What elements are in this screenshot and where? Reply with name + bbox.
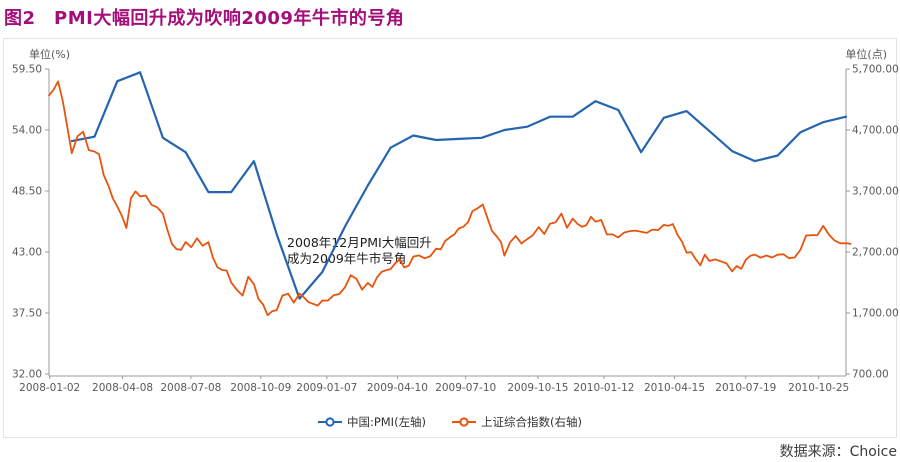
legend-item-sse: 上证综合指数(右轴) [452, 414, 582, 430]
left-axis-tick-label: 43.00 [12, 247, 42, 259]
right-axis-tick-label: 3,700.00 [852, 186, 899, 198]
x-axis-tick-label: 2009-10-15 [507, 382, 568, 394]
annotation: 2008年12月PMI大幅回升 成为2009年牛市号角 [287, 235, 432, 268]
x-axis-tick-label: 2008-04-08 [92, 382, 153, 394]
chart-panel: 单位(%) 单位(点) 2008年12月PMI大幅回升 成为2009年牛市号角 … [3, 38, 899, 438]
legend-item-pmi: 中国:PMI(左轴) [317, 414, 427, 430]
x-axis-tick-label: 2008-07-08 [160, 382, 221, 394]
right-axis-tick-label: 4,700.00 [852, 125, 899, 137]
annotation-line-1: 2008年12月PMI大幅回升 [287, 235, 432, 250]
left-axis-tick-label: 59.50 [12, 64, 42, 76]
right-axis-tick-label: 700.00 [852, 369, 889, 381]
chart-canvas: 59.50 54.00 48.50 43.00 37.50 32.00 5,700.00 4,… [12, 64, 899, 395]
x-axis-tick-label: 2009-04-10 [367, 382, 428, 394]
legend: 中国:PMI(左轴) 上证综合指数(右轴) [4, 414, 896, 430]
left-axis-tick-label: 32.00 [12, 369, 42, 381]
left-axis-tick-label: 54.00 [12, 125, 42, 137]
x-axis-tick-label: 2008-10-09 [230, 382, 291, 394]
legend-line-circle-icon [317, 417, 342, 427]
series-line-pmi [70, 71, 848, 300]
x-axis-tick-label: 2010-04-15 [644, 382, 705, 394]
x-axis-tick-label: 2010-10-25 [788, 382, 849, 394]
series-line-sse [48, 80, 852, 317]
x-axis-tick-label: 2009-07-10 [435, 382, 496, 394]
data-source: 数据来源：Choice [779, 444, 897, 460]
right-axis-tick-label: 5,700.00 [852, 64, 899, 76]
left-axis-tick-label: 48.50 [12, 186, 42, 198]
x-axis-tick-label: 2008-01-02 [19, 382, 80, 394]
x-axis-tick-label: 2010-07-19 [715, 382, 776, 394]
legend-item-label: 中国:PMI(左轴) [346, 415, 427, 429]
left-axis-unit-label: 单位(%) [29, 48, 71, 61]
x-axis-tick-label: 2009-01-07 [296, 382, 357, 394]
legend-line-circle-icon [452, 417, 477, 427]
annotation-line-2: 成为2009年牛市号角 [287, 251, 407, 267]
right-axis-tick-label: 1,700.00 [852, 308, 899, 320]
x-axis-tick-label: 2010-01-12 [573, 382, 634, 394]
right-axis-unit-label: 单位(点) [845, 48, 887, 61]
left-axis-tick-label: 37.50 [12, 308, 42, 320]
right-axis-tick-label: 2,700.00 [852, 247, 899, 259]
page-title: 图2 PMI大幅回升成为吹响2009年牛市的号角 [4, 8, 405, 29]
legend-item-label: 上证综合指数(右轴) [481, 415, 583, 429]
